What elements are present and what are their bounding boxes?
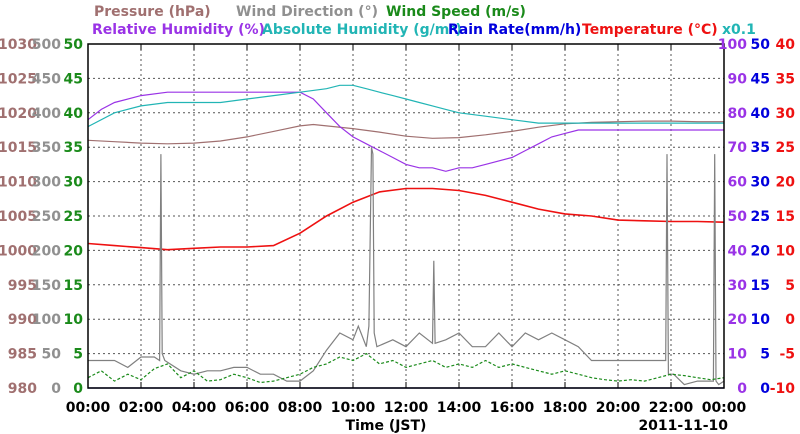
y-tick-label-rain-rate: 10 bbox=[751, 312, 771, 328]
y-tick-label-wind-speed: 30 bbox=[64, 175, 84, 191]
y-tick-label-wind-direction: 400 bbox=[32, 106, 61, 122]
y-tick-label-relative-humidity: 20 bbox=[728, 312, 748, 328]
x-tick-label: 00:00 bbox=[66, 400, 111, 416]
subtitle-label-4: x0.1 bbox=[722, 22, 756, 38]
series-temperature-c bbox=[87, 187, 725, 251]
x-tick-label: 22:00 bbox=[649, 400, 694, 416]
y-tick-label-temperature: 5 bbox=[785, 278, 795, 294]
y-tick-label-temperature: 35 bbox=[776, 71, 795, 87]
y-tick-label-rain-rate: 25 bbox=[751, 209, 770, 225]
y-tick-label-wind-speed: 20 bbox=[64, 243, 84, 259]
series-pressure-hpa bbox=[87, 120, 724, 145]
date-label: 2011-11-10 bbox=[638, 418, 728, 434]
y-tick-label-relative-humidity: 80 bbox=[728, 106, 748, 122]
y-tick-label-wind-speed: 0 bbox=[73, 381, 83, 397]
x-tick-label: 16:00 bbox=[490, 400, 535, 416]
y-tick-label-relative-humidity: 60 bbox=[728, 175, 748, 191]
y-tick-label-wind-speed: 45 bbox=[64, 71, 83, 87]
x-tick-label: 12:00 bbox=[384, 400, 429, 416]
subtitle-label-0: Relative Humidity (%) bbox=[92, 22, 265, 38]
x-tick-label: 14:00 bbox=[437, 400, 482, 416]
title-label-0: Pressure (hPa) bbox=[94, 4, 211, 20]
series-absolute-humidity-g-m bbox=[87, 84, 724, 128]
y-tick-label-wind-speed: 10 bbox=[64, 312, 84, 328]
y-tick-label-pressure: 990 bbox=[8, 312, 37, 328]
y-tick-label-rain-rate: 45 bbox=[751, 71, 770, 87]
x-tick-label: 08:00 bbox=[278, 400, 323, 416]
y-tick-label-wind-direction: 200 bbox=[32, 243, 61, 259]
y-tick-label-wind-direction: 500 bbox=[32, 37, 61, 53]
y-tick-label-temperature: -10 bbox=[770, 381, 796, 397]
x-tick-label: 00:00 bbox=[702, 400, 747, 416]
y-tick-label-wind-speed: 40 bbox=[64, 106, 84, 122]
y-tick-label-temperature: 30 bbox=[776, 106, 796, 122]
y-tick-label-relative-humidity: 30 bbox=[728, 278, 748, 294]
title-label-2: Wind Speed (m/s) bbox=[386, 4, 526, 20]
y-tick-label-pressure: 1030 bbox=[0, 37, 37, 53]
x-tick-label: 18:00 bbox=[543, 400, 588, 416]
title-label-1: Wind Direction (°) bbox=[236, 4, 378, 20]
y-tick-label-pressure: 980 bbox=[8, 381, 37, 397]
y-tick-label-rain-rate: 50 bbox=[751, 37, 771, 53]
x-tick-label: 06:00 bbox=[225, 400, 270, 416]
y-tick-label-wind-direction: 450 bbox=[32, 71, 61, 87]
y-tick-label-rain-rate: 30 bbox=[751, 175, 771, 191]
y-tick-label-wind-direction: 0 bbox=[51, 381, 61, 397]
y-tick-label-wind-speed: 5 bbox=[73, 347, 83, 363]
y-tick-label-rain-rate: 15 bbox=[751, 278, 770, 294]
y-tick-label-wind-direction: 250 bbox=[32, 209, 61, 225]
y-tick-label-relative-humidity: 50 bbox=[728, 209, 748, 225]
y-tick-label-rain-rate: 35 bbox=[751, 140, 770, 156]
series-relative-humidity bbox=[87, 91, 724, 172]
subtitle-label-1: Absolute Humidity (g/m³) bbox=[262, 22, 462, 38]
y-tick-label-pressure: 985 bbox=[8, 347, 37, 363]
y-tick-label-wind-speed: 25 bbox=[64, 209, 83, 225]
series-wind-speed-m-s bbox=[87, 352, 725, 384]
y-tick-label-relative-humidity: 90 bbox=[728, 71, 748, 87]
y-tick-label-wind-direction: 150 bbox=[32, 278, 61, 294]
x-tick-label: 10:00 bbox=[331, 400, 376, 416]
y-tick-label-wind-direction: 50 bbox=[42, 347, 62, 363]
y-tick-label-pressure: 1005 bbox=[0, 209, 37, 225]
y-tick-label-relative-humidity: 40 bbox=[728, 243, 748, 259]
y-tick-label-relative-humidity: 70 bbox=[728, 140, 748, 156]
y-tick-label-temperature: 15 bbox=[776, 209, 795, 225]
y-tick-label-temperature: 25 bbox=[776, 140, 795, 156]
subtitle-label-2: Rain Rate(mm/h) bbox=[448, 22, 581, 38]
y-tick-label-wind-direction: 100 bbox=[32, 312, 61, 328]
y-tick-label-relative-humidity: 100 bbox=[718, 37, 747, 53]
y-tick-label-pressure: 995 bbox=[8, 278, 37, 294]
y-tick-label-temperature: 40 bbox=[776, 37, 796, 53]
y-tick-label-temperature: 0 bbox=[785, 312, 795, 328]
y-tick-label-pressure: 1010 bbox=[0, 175, 37, 191]
y-tick-label-wind-speed: 15 bbox=[64, 278, 83, 294]
series-wind-direction bbox=[88, 147, 725, 386]
y-tick-label-pressure: 1020 bbox=[0, 106, 37, 122]
y-tick-label-pressure: 1025 bbox=[0, 71, 37, 87]
y-tick-label-wind-speed: 50 bbox=[64, 37, 84, 53]
y-tick-label-wind-speed: 35 bbox=[64, 140, 83, 156]
y-tick-label-temperature: 20 bbox=[776, 175, 796, 191]
y-tick-label-wind-direction: 300 bbox=[32, 175, 61, 191]
subtitle-label-3: Temperature (°C) bbox=[582, 22, 718, 38]
y-tick-label-relative-humidity: 10 bbox=[728, 347, 748, 363]
y-tick-label-rain-rate: 0 bbox=[760, 381, 770, 397]
y-tick-label-pressure: 1000 bbox=[0, 243, 37, 259]
y-tick-label-temperature: -5 bbox=[779, 347, 795, 363]
y-tick-label-pressure: 1015 bbox=[0, 140, 37, 156]
x-tick-label: 04:00 bbox=[172, 400, 217, 416]
y-tick-label-wind-direction: 350 bbox=[32, 140, 61, 156]
y-tick-label-temperature: 10 bbox=[776, 243, 796, 259]
y-tick-label-rain-rate: 20 bbox=[751, 243, 771, 259]
y-tick-label-rain-rate: 40 bbox=[751, 106, 771, 122]
y-tick-label-rain-rate: 5 bbox=[760, 347, 770, 363]
x-tick-label: 20:00 bbox=[596, 400, 641, 416]
y-tick-label-relative-humidity: 0 bbox=[737, 381, 747, 397]
x-tick-label: 02:00 bbox=[119, 400, 164, 416]
x-axis-title: Time (JST) bbox=[346, 418, 427, 434]
